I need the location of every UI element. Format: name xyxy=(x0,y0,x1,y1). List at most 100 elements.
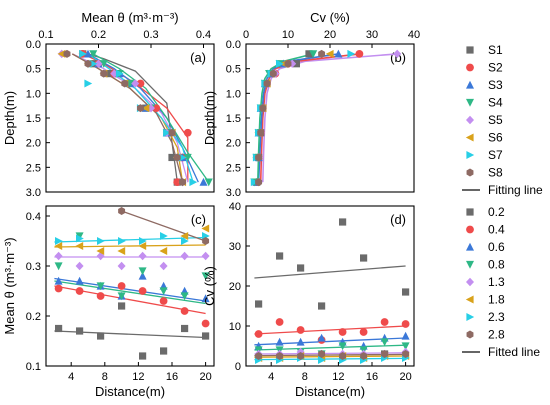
data-point xyxy=(55,237,63,245)
panel-b: 0 10 20 30 40 0.0 0.5 1.0 1.5 2.0 2.5 3.0 Cv (%) Dept… xyxy=(202,10,420,199)
plot-area xyxy=(54,207,210,360)
data-point xyxy=(276,252,284,260)
legend-label: 1.3 xyxy=(488,275,505,289)
y-tick-label: 1.5 xyxy=(26,113,41,125)
data-point xyxy=(292,60,300,68)
data-point xyxy=(318,49,326,58)
data-point xyxy=(57,49,66,58)
y-tick-label: 0 xyxy=(235,361,241,373)
data-point xyxy=(360,352,368,360)
data-point xyxy=(173,153,181,162)
y-axis-label: Depth(m) xyxy=(2,91,17,145)
data-point xyxy=(309,50,318,59)
y-tick-label: 0.5 xyxy=(226,64,241,76)
data-point xyxy=(259,104,267,113)
data-point xyxy=(317,333,326,342)
data-point xyxy=(79,49,87,58)
data-point xyxy=(100,69,108,78)
plot-area xyxy=(250,49,402,187)
x-axis-label: Cv (%) xyxy=(310,10,350,25)
legend-fit-label: Fitting line xyxy=(488,183,543,197)
x-tick-label: 20 xyxy=(199,371,211,383)
data-point xyxy=(54,284,63,293)
x-tick-label: 8 xyxy=(302,371,308,383)
y-tick-label: 20 xyxy=(229,281,241,293)
legend-marker xyxy=(466,260,474,269)
legend-label: S8 xyxy=(488,166,503,180)
data-point xyxy=(160,232,168,240)
y-tick-label: 0.0 xyxy=(226,39,241,51)
data-point xyxy=(284,59,292,68)
legend-label: S2 xyxy=(488,61,503,75)
data-point xyxy=(202,332,210,340)
data-point xyxy=(276,59,284,68)
fit-line xyxy=(121,210,206,242)
data-point xyxy=(180,251,189,261)
data-point xyxy=(180,232,189,240)
data-point xyxy=(393,49,402,59)
data-point xyxy=(325,49,334,58)
data-point xyxy=(401,342,410,351)
y-tick-label: 3.0 xyxy=(226,187,241,199)
legend-marker xyxy=(466,80,474,89)
x-tick-label: 20 xyxy=(399,371,411,383)
data-point xyxy=(360,254,368,262)
y-tick-label: 1.5 xyxy=(226,113,241,125)
x-tick-label: 0.3 xyxy=(143,29,158,41)
data-point xyxy=(139,237,147,245)
data-point xyxy=(347,49,356,58)
legend: 0.2 0.4 0.6 0.8 1.3 1.8 2.3 2.8 Fitted line xyxy=(462,205,540,359)
legend-label: 1.8 xyxy=(488,293,505,307)
data-point xyxy=(94,59,103,68)
panel-d: 4 8 12 16 20 0 10 20 30 40 Distance(m) Cv (%) (d) xyxy=(202,201,415,399)
data-point xyxy=(138,242,147,250)
panel-label: (c) xyxy=(191,212,206,227)
x-tick-label: 4 xyxy=(68,371,74,383)
data-point xyxy=(181,324,189,333)
data-point xyxy=(257,128,265,137)
x-tick-label: 16 xyxy=(366,371,378,383)
legend-marker xyxy=(466,115,474,125)
fit-line xyxy=(87,53,194,183)
data-point xyxy=(99,60,108,68)
legend-label: S3 xyxy=(488,78,503,92)
x-tick-label: 10 xyxy=(282,29,294,41)
data-point xyxy=(117,282,126,290)
legend-marker xyxy=(466,46,474,54)
x-tick-label: 0.1 xyxy=(38,29,53,41)
x-axis-label: Distance(m) xyxy=(95,384,165,399)
data-point xyxy=(54,242,63,250)
x-tick-label: 40 xyxy=(408,29,420,41)
data-point xyxy=(115,69,124,78)
data-point xyxy=(163,128,171,137)
data-point xyxy=(63,49,71,58)
data-point xyxy=(89,59,98,68)
fit-curve xyxy=(257,53,314,183)
x-axis-label: Distance(m) xyxy=(295,384,365,399)
data-point xyxy=(355,49,364,58)
data-point xyxy=(84,59,92,68)
data-point xyxy=(359,328,368,336)
y-tick-label: 2.0 xyxy=(26,138,41,150)
data-point xyxy=(117,292,126,301)
data-point xyxy=(168,128,176,137)
fit-curve xyxy=(262,53,398,183)
data-point xyxy=(117,247,126,255)
data-point xyxy=(189,178,198,187)
data-point xyxy=(199,177,208,186)
data-point xyxy=(96,292,105,300)
data-point xyxy=(276,352,284,360)
data-point xyxy=(97,332,105,340)
legend-label: S1 xyxy=(488,43,503,57)
panel-a: 0.1 0.2 0.3 0.4 0.0 0.5 1.0 1.5 2.0 2.5 3.0 Mean θ … xyxy=(2,10,215,199)
data-point xyxy=(75,232,84,241)
x-tick-label: 12 xyxy=(332,371,344,383)
data-point xyxy=(54,276,63,285)
x-tick-label: 30 xyxy=(366,29,378,41)
y-tick-label: 30 xyxy=(229,241,241,253)
legend-marker xyxy=(466,63,474,72)
data-point xyxy=(305,50,313,58)
data-point xyxy=(160,347,168,355)
legend-label: 0.8 xyxy=(488,258,505,272)
data-point xyxy=(96,282,105,291)
